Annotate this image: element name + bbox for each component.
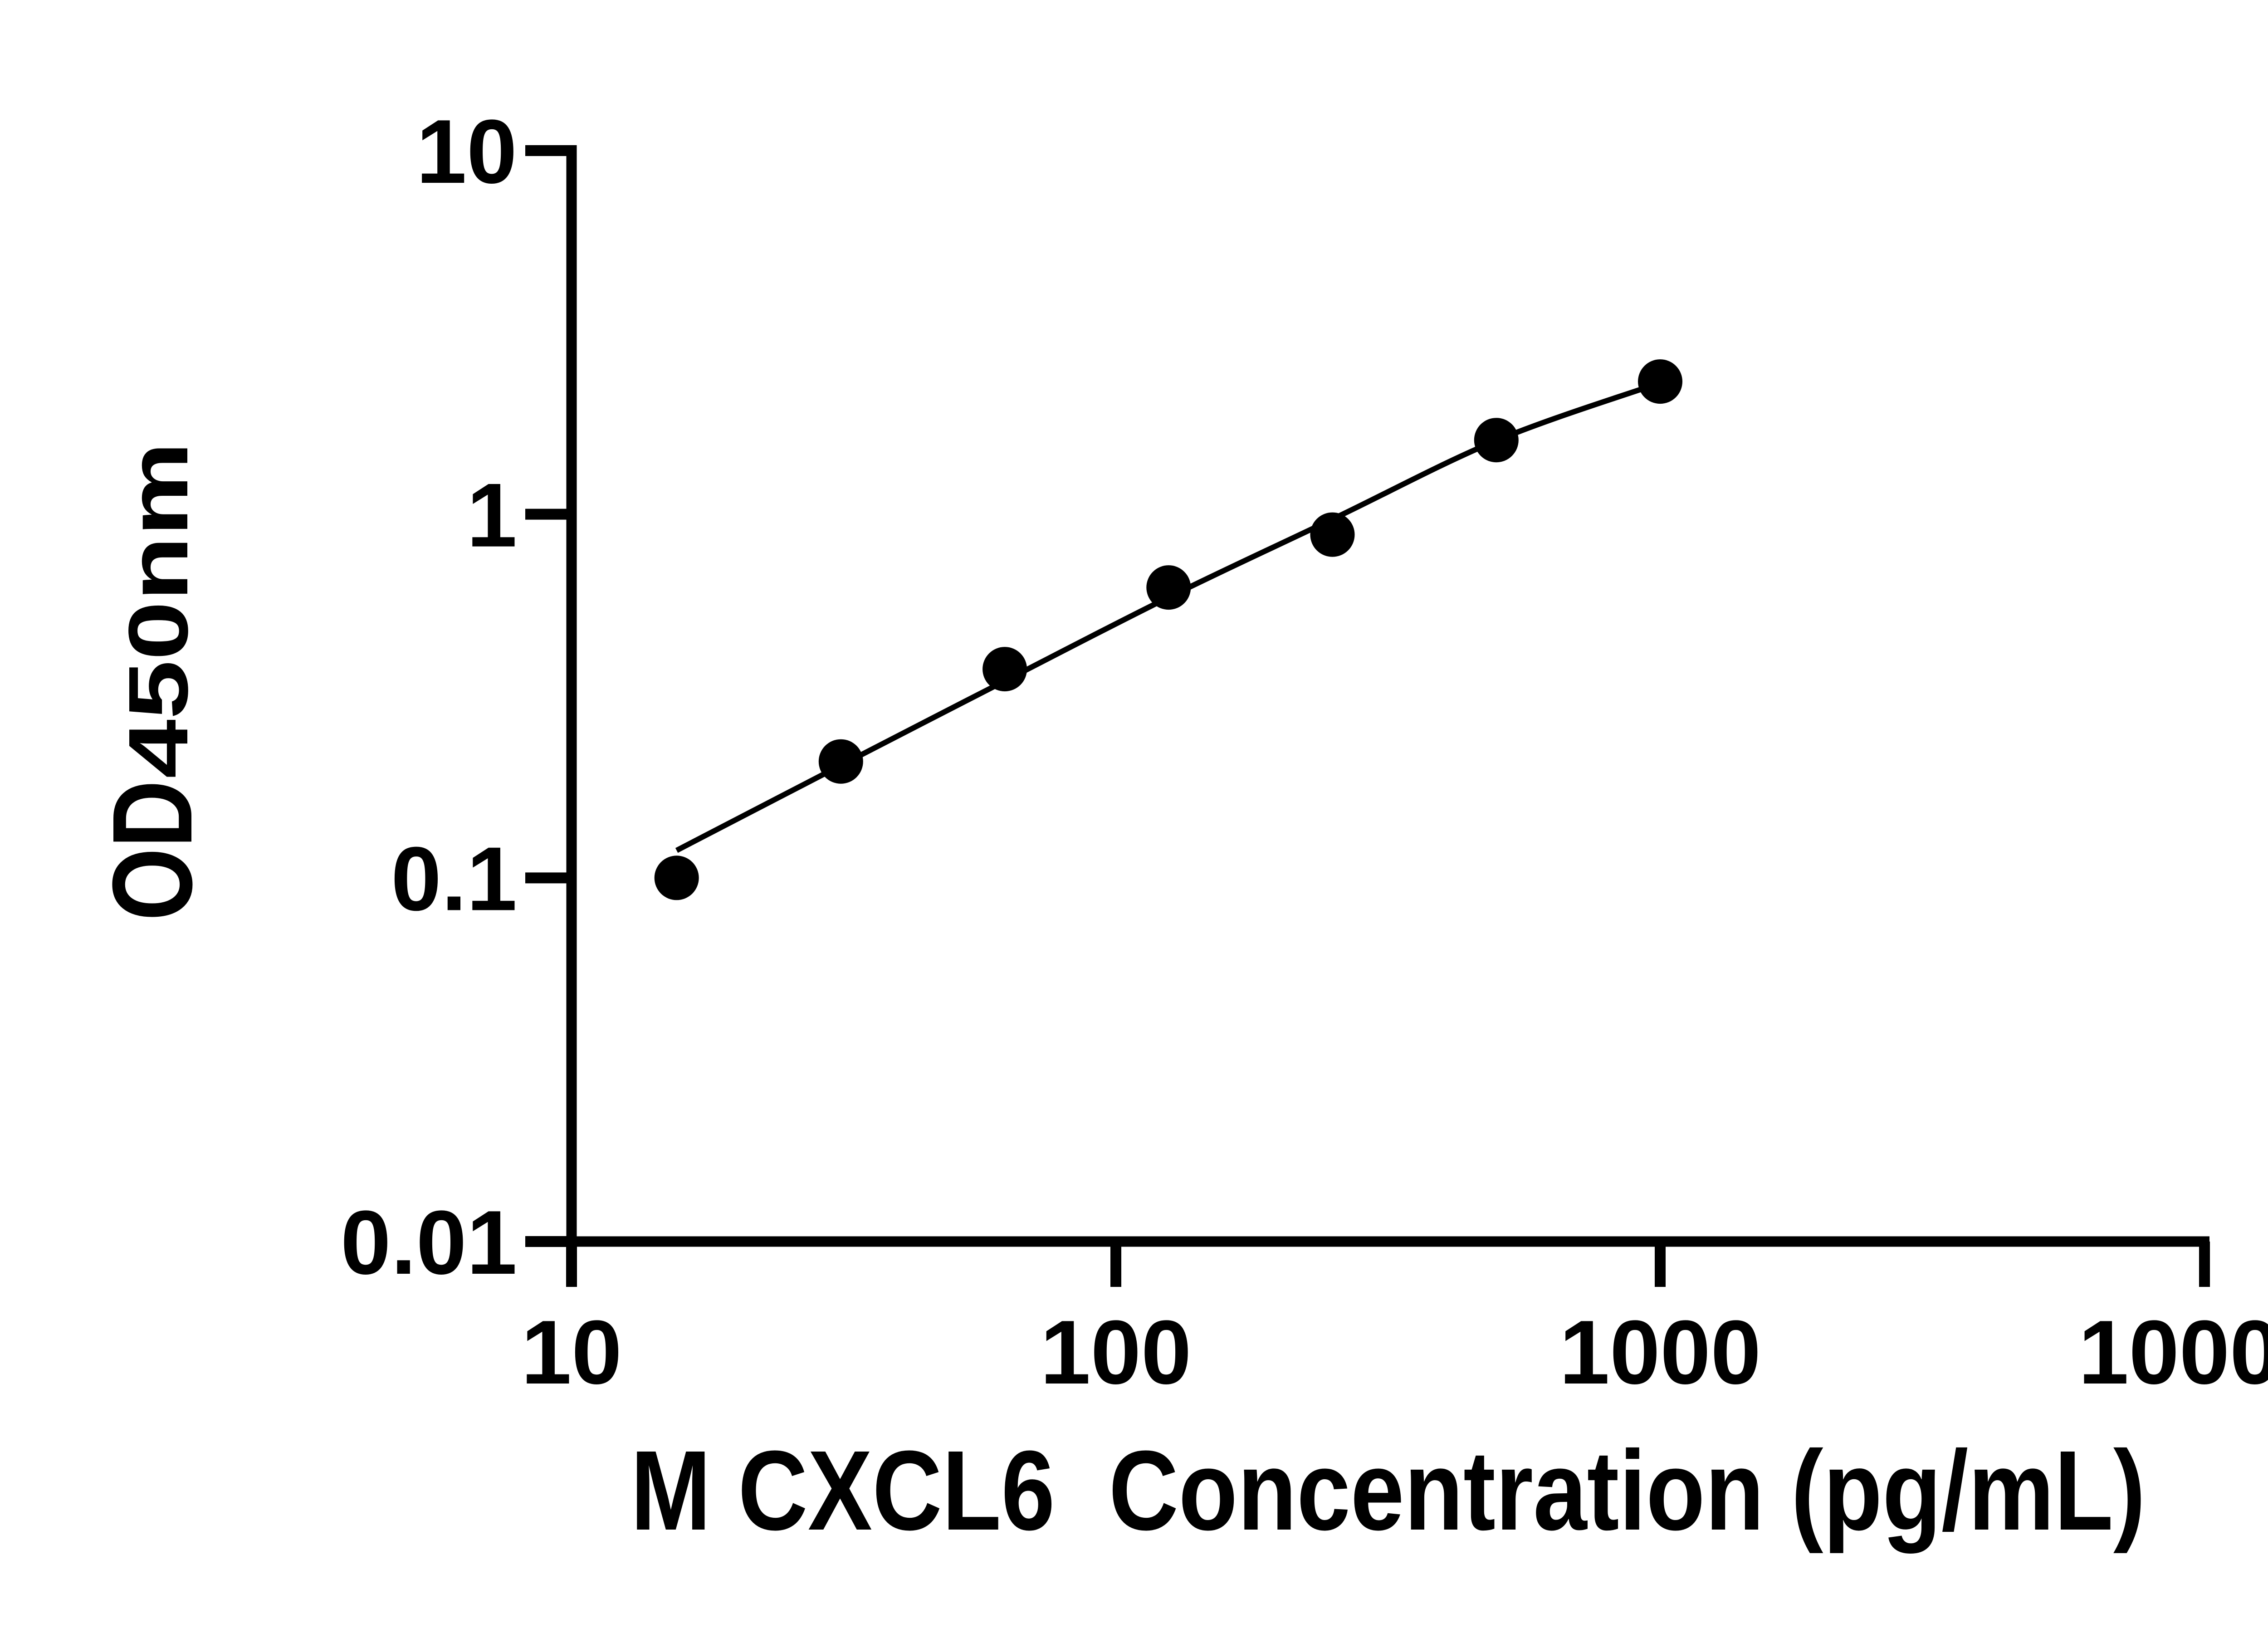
y-axis-title: OD 450nm bbox=[89, 442, 215, 921]
y-tick-label: 10 bbox=[416, 101, 517, 202]
y-tick-label: 0.01 bbox=[341, 1192, 517, 1293]
data-point bbox=[654, 856, 699, 900]
data-point bbox=[1638, 359, 1682, 404]
x-tick-label: 100 bbox=[1040, 1302, 1192, 1403]
x-tick-label: 10 bbox=[521, 1302, 622, 1403]
data-point bbox=[982, 647, 1027, 692]
x-axis-title: M CXCL6 Concentration (pg/mL) bbox=[631, 1427, 2146, 1554]
y-axis-title-main: OD bbox=[89, 780, 215, 921]
x-tick-label: 1000 bbox=[1559, 1302, 1761, 1403]
data-point bbox=[1310, 512, 1355, 557]
data-point bbox=[1146, 565, 1191, 610]
y-axis-title-subscript: 450nm bbox=[112, 442, 205, 778]
tick-labels: 0.01 0.1 1 10 10 100 1000 10000 bbox=[341, 101, 2268, 1403]
data-point-markers bbox=[654, 359, 1682, 900]
y-tick-label: 0.1 bbox=[391, 828, 517, 929]
data-point bbox=[818, 739, 863, 784]
axis-lines bbox=[525, 145, 2209, 1287]
x-tick-label: 10000 bbox=[2078, 1302, 2268, 1403]
tick-marks bbox=[525, 145, 2210, 1287]
y-tick-label: 1 bbox=[467, 465, 517, 566]
data-point bbox=[1474, 418, 1519, 463]
